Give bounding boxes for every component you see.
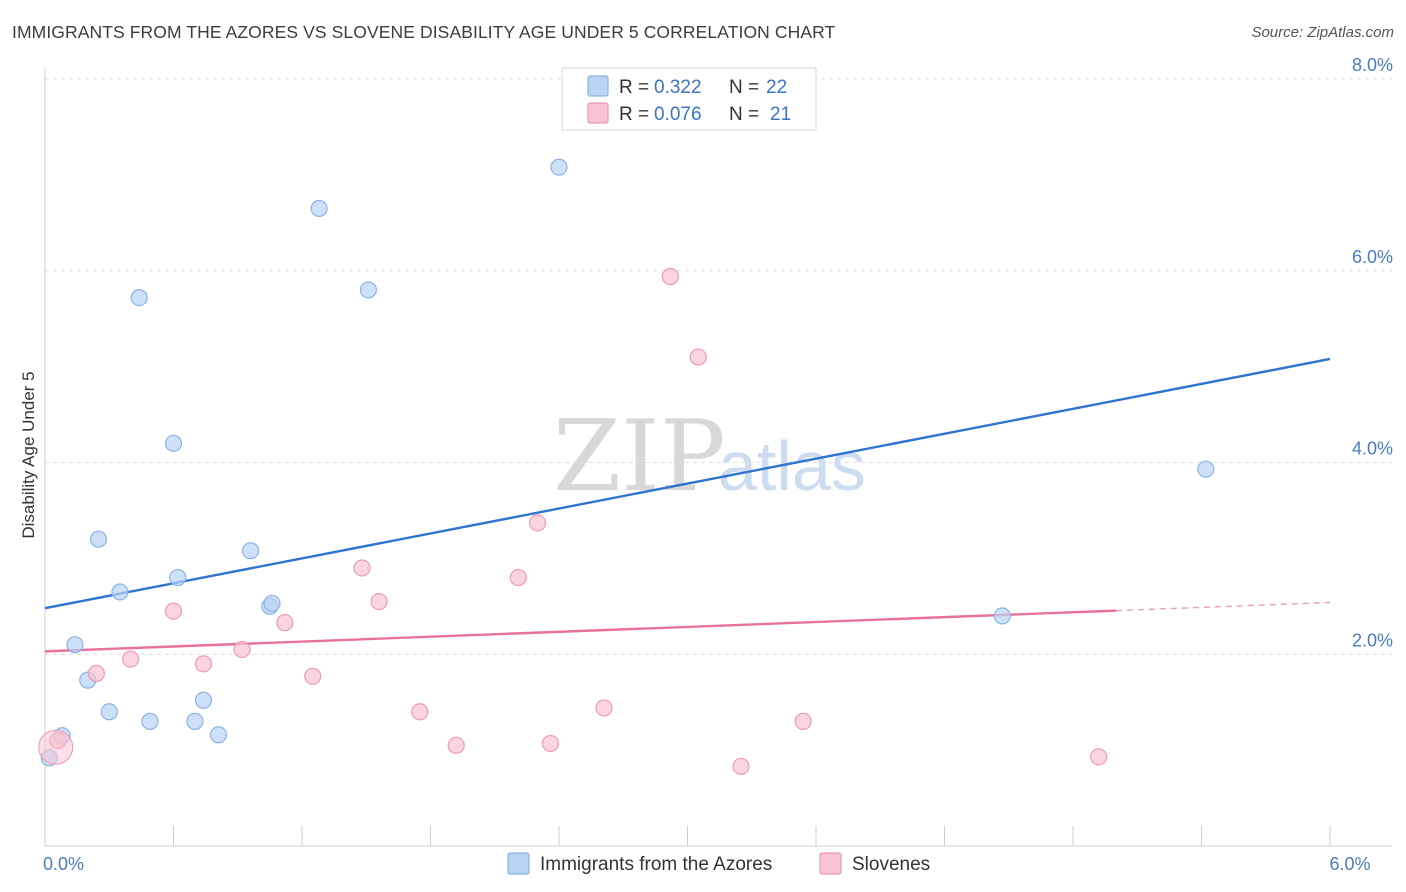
series-legend: Immigrants from the Azores Slovenes	[507, 852, 930, 875]
point-slovenes-14	[541, 734, 560, 753]
legend-r-value-pink: 0.076	[654, 104, 702, 125]
axes	[44, 68, 1392, 847]
watermark-atlas: atlas	[718, 427, 866, 505]
series-legend-swatch-slovenes	[819, 852, 842, 875]
correlation-legend: R = 0.322 N = 22 R = 0.076 N = 21	[561, 67, 817, 131]
legend-swatch-blue	[587, 75, 609, 97]
point-azores-12	[194, 691, 213, 709]
point-slovenes-20	[1090, 748, 1108, 766]
y-tick-label-1: 4.0%	[1352, 439, 1393, 459]
y-axis-label: Disability Age Under 5	[19, 371, 38, 538]
point-azores-18	[359, 281, 377, 299]
point-slovenes-17	[689, 348, 707, 366]
series-legend-swatch-azores	[507, 852, 530, 875]
point-slovenes-cluster	[38, 729, 74, 765]
watermark-zip: ZIP	[553, 400, 726, 514]
point-slovenes-7	[304, 667, 322, 685]
data-points	[38, 158, 1215, 776]
chart-title: IMMIGRANTS FROM THE AZORES VS SLOVENE DI…	[12, 22, 836, 42]
point-azores-6	[111, 583, 129, 601]
point-azores-13	[209, 726, 228, 744]
point-slovenes-6	[276, 614, 294, 632]
point-slovenes-12	[509, 568, 527, 587]
legend-swatch-pink	[587, 102, 609, 124]
point-slovenes-2	[122, 650, 140, 668]
point-slovenes-15	[595, 699, 613, 717]
point-azores-5	[100, 703, 118, 721]
point-slovenes-11	[447, 736, 465, 754]
point-azores-19	[550, 158, 568, 176]
source-label: Source: ZipAtlas.com	[1251, 24, 1394, 41]
point-azores-11	[186, 712, 204, 730]
point-slovenes-19	[794, 712, 812, 730]
legend-n-label-blue: N =	[729, 77, 759, 98]
point-slovenes-16	[661, 267, 679, 286]
point-azores-10	[169, 568, 187, 587]
point-slovenes-9	[370, 592, 388, 611]
point-azores-17	[310, 199, 328, 218]
y-tick-label-0: 2.0%	[1352, 630, 1393, 650]
point-slovenes-13	[528, 514, 547, 532]
point-azores-21	[1197, 460, 1215, 478]
point-slovenes-5	[233, 640, 251, 659]
legend-n-value-pink: 21	[770, 104, 791, 125]
point-azores-9	[164, 434, 183, 452]
point-slovenes-1	[87, 664, 106, 683]
series-legend-label-slovenes: Slovenes	[852, 854, 930, 875]
point-azores-7	[130, 288, 148, 307]
watermark: ZIP atlas	[553, 400, 866, 514]
point-azores-14	[242, 542, 260, 560]
point-slovenes-8	[353, 559, 371, 577]
legend-n-label-pink: N =	[729, 104, 759, 125]
trend-lines	[44, 357, 1331, 653]
point-azores-4	[89, 530, 108, 548]
x-tick-label-0: 0.0%	[43, 854, 84, 874]
trend-line-slovenes	[44, 609, 1116, 653]
series-legend-label-azores: Immigrants from the Azores	[540, 854, 772, 875]
point-slovenes-18	[732, 757, 750, 776]
legend-r-value-blue: 0.322	[654, 77, 702, 98]
point-slovenes-10	[411, 703, 429, 721]
point-azores-20	[993, 607, 1011, 625]
point-azores-16	[263, 594, 281, 613]
legend-n-value-blue: 22	[766, 77, 787, 98]
x-tick-label-1: 6.0%	[1329, 854, 1370, 874]
point-azores-8	[141, 712, 159, 730]
point-slovenes-4	[194, 655, 213, 673]
point-azores-2	[66, 636, 84, 654]
legend-r-label-pink: R =	[619, 104, 649, 125]
legend-r-label-blue: R =	[619, 77, 649, 98]
y-tick-label-3: 8.0%	[1352, 55, 1393, 75]
trend-line-azores	[44, 357, 1331, 610]
point-slovenes-3	[164, 602, 183, 620]
tick-labels: 2.0% 4.0% 6.0% 8.0% 0.0% 6.0%	[43, 55, 1393, 874]
trend-line-dashed-slovenes	[1115, 601, 1331, 612]
y-tick-label-2: 6.0%	[1352, 247, 1393, 267]
